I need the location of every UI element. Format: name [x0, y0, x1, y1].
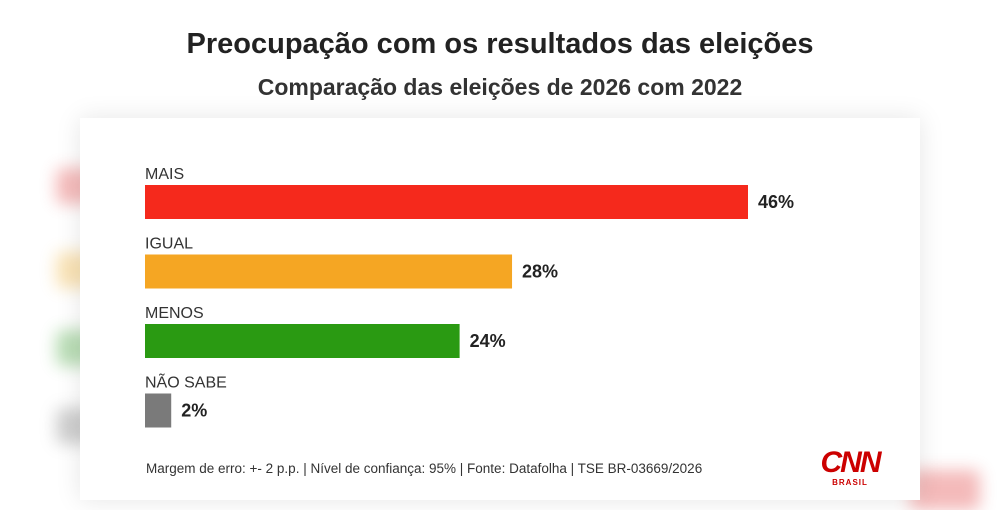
category-label: MENOS: [145, 305, 204, 322]
logo-main-text: CNN: [820, 446, 882, 479]
chart-card: [80, 118, 920, 500]
value-label: 24%: [470, 331, 506, 351]
bar: [145, 254, 513, 289]
footer-note: Margem de erro: +- 2 p.p. | Nível de con…: [146, 461, 703, 476]
chart-title: Preocupação com os resultados das eleiçõ…: [186, 28, 814, 60]
value-label: 46%: [758, 192, 794, 212]
category-label: MAIS: [145, 166, 184, 183]
category-label: IGUAL: [145, 236, 193, 253]
bar: [145, 393, 172, 428]
chart-subtitle: Comparação das eleições de 2026 com 2022: [257, 74, 743, 100]
bar: [145, 324, 460, 358]
bar: [145, 185, 748, 219]
value-label: 2%: [181, 401, 207, 421]
category-label: NÃO SABE: [145, 372, 227, 392]
value-label: 28%: [522, 262, 558, 282]
logo-sub-text: BRASIL: [832, 478, 868, 487]
cnn-brasil-logo: CNN BRASIL: [820, 446, 882, 488]
